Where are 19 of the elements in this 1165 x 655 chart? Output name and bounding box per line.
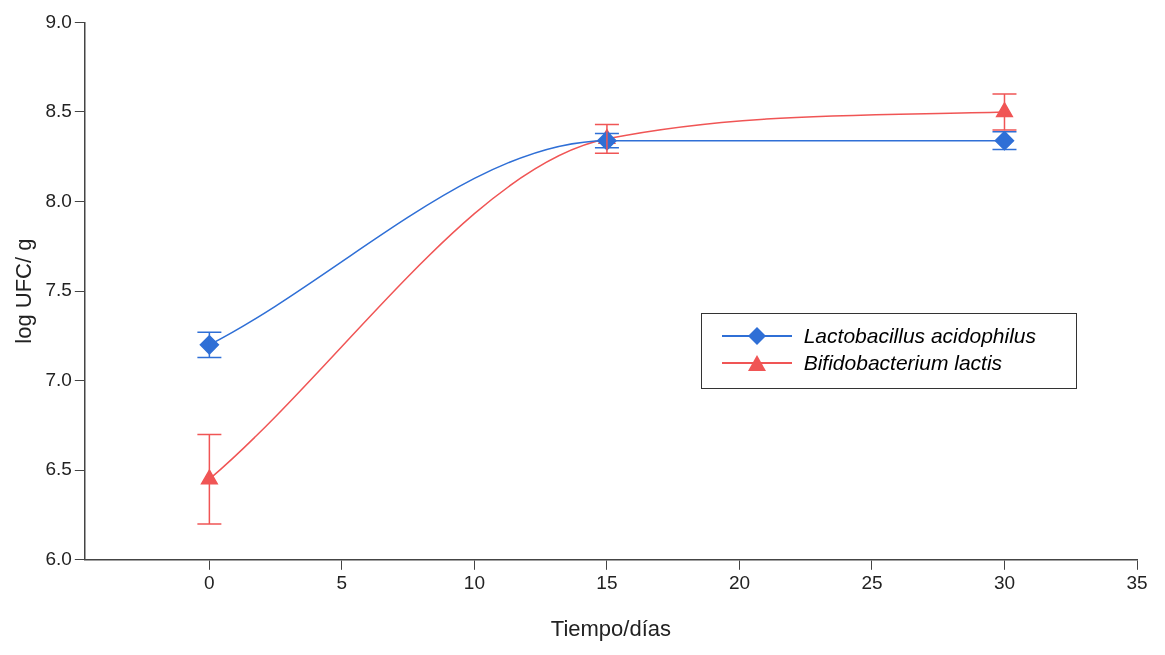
y-tick-label: 8.5 bbox=[45, 100, 72, 122]
y-tick-label: 6.0 bbox=[45, 548, 72, 570]
y-tick-label: 8.0 bbox=[45, 189, 72, 211]
x-tick-label: 0 bbox=[204, 572, 215, 594]
x-tick-label: 5 bbox=[336, 572, 348, 594]
x-tick-label: 15 bbox=[596, 572, 618, 594]
y-tick-label: 9.0 bbox=[45, 10, 72, 32]
y-tick-label: 7.0 bbox=[45, 368, 72, 390]
x-tick-label: 35 bbox=[1126, 572, 1148, 594]
x-tick-label: 20 bbox=[728, 572, 751, 594]
x-axis-title: Tiempo/días bbox=[550, 615, 672, 641]
x-tick-label: 25 bbox=[861, 572, 883, 594]
y-axis-title: log UFC/ g bbox=[11, 238, 37, 344]
legend-label: Bifidobacterium lactis bbox=[803, 350, 1003, 375]
y-tick-label: 6.5 bbox=[45, 458, 72, 480]
x-tick-label: 30 bbox=[993, 572, 1016, 594]
y-tick-label: 7.5 bbox=[45, 279, 72, 301]
legend-label: Lactobacillus acidophilus bbox=[803, 323, 1036, 348]
x-tick-label: 10 bbox=[463, 572, 485, 594]
